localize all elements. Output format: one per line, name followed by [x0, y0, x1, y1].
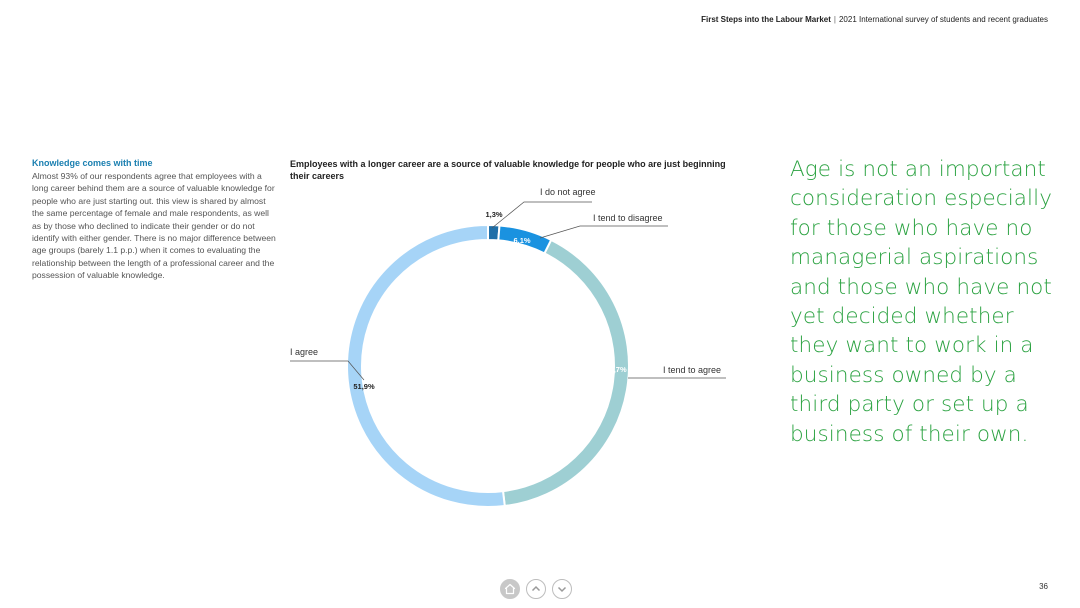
home-icon	[504, 583, 516, 595]
leader-line-1	[539, 225, 668, 239]
slice-value-label-2: 40,7%	[605, 365, 627, 374]
header-separator: |	[833, 15, 836, 24]
leader-line-0	[491, 201, 592, 229]
next-page-button[interactable]	[552, 579, 572, 599]
donut-slice-3	[346, 223, 506, 508]
chevron-down-icon	[557, 586, 567, 593]
page-navigation	[500, 579, 572, 599]
slice-category-label-2: I tend to agree	[663, 365, 721, 375]
report-subtitle: 2021 International survey of students an…	[838, 15, 1048, 24]
slice-category-label-1: I tend to disagree	[593, 213, 663, 223]
highlight-quote: Age is not an important consideration es…	[790, 157, 1053, 447]
chart-title: Employees with a longer career are a sou…	[290, 159, 726, 181]
home-button[interactable]	[500, 579, 520, 599]
slice-category-label-0: I do not agree	[540, 187, 596, 197]
leader-line-3	[290, 360, 365, 381]
side-body: Almost 93% of our respondents agree that…	[32, 171, 276, 281]
side-text-block: Knowledge comes with time Almost 93% of …	[32, 158, 278, 282]
slice-value-label-0: 1,3%	[485, 210, 502, 219]
report-header: First Steps into the Labour Market | 2021 …	[701, 15, 1048, 24]
slice-category-label-3: I agree	[290, 347, 318, 357]
side-title: Knowledge comes with time	[32, 158, 153, 168]
slice-value-label-3: 51,9%	[353, 382, 375, 391]
page-number: 36	[1039, 582, 1048, 591]
chevron-up-icon	[531, 585, 541, 592]
slice-value-label-1: 6,1%	[513, 236, 530, 245]
previous-page-button[interactable]	[526, 579, 546, 599]
report-title: First Steps into the Labour Market	[701, 15, 831, 24]
